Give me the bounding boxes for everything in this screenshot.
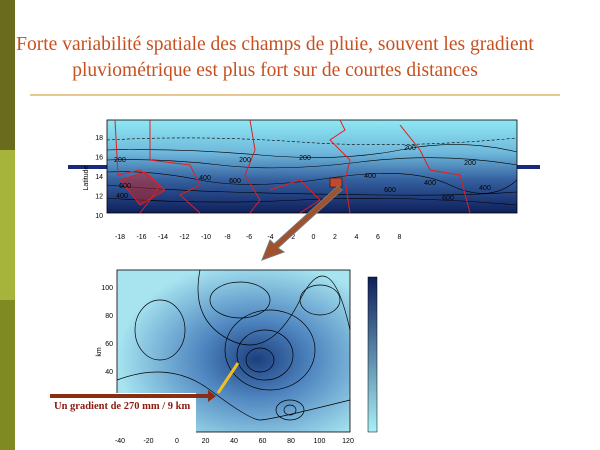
zoom-box — [329, 177, 343, 188]
contour-label: 600 — [119, 183, 131, 190]
x-tick-label: -6 — [246, 234, 252, 241]
x-tick-label: 6 — [376, 234, 380, 241]
x-tick-label: 80 — [287, 438, 295, 445]
annotation: Un gradient de 270 mm / 9 km — [54, 401, 191, 412]
x-tick-label: -40 — [115, 438, 125, 445]
y-axis-label: km — [96, 347, 103, 357]
gradient-segment — [216, 362, 240, 394]
contour-label: 200 — [404, 145, 416, 152]
zoom-arrow — [261, 185, 343, 261]
y-axis-label: Latitude — [83, 165, 90, 190]
y-tick-label: 12 — [95, 194, 103, 201]
y-tick-label: 60 — [105, 341, 113, 348]
x-tick-label: 0 — [175, 438, 179, 445]
x-tick-label: 120 — [342, 438, 354, 445]
y-tick-label: 10 — [95, 213, 103, 220]
x-tick-label: -18 — [115, 234, 125, 241]
colorbar — [367, 276, 378, 433]
x-tick-label: 40 — [230, 438, 238, 445]
slide-title: Forte variabilité spatiale des champs de… — [16, 34, 534, 81]
contour-label: 600 — [229, 178, 241, 185]
x-tick-label: -16 — [136, 234, 146, 241]
contour-label: 400 — [479, 185, 491, 192]
contour-label: 600 — [384, 187, 396, 194]
y-tick-label: 14 — [95, 174, 103, 181]
y-tick-label: 100 — [101, 285, 113, 292]
top-map: 18 16 14 12 10 -18 -16 -14 -12 -10 -8 -6 -4 -2 0 2 4 6 8 La… — [68, 119, 540, 241]
contour-label: 200 — [464, 160, 476, 167]
x-tick-label: -10 — [201, 234, 211, 241]
sidebar — [0, 300, 15, 450]
y-tick-label: 80 — [105, 313, 113, 320]
sidebar — [0, 0, 15, 150]
x-tick-label: 0 — [312, 234, 316, 241]
contour-label: 200 — [114, 157, 126, 164]
contours — [106, 137, 518, 206]
sidebar — [0, 150, 15, 300]
borders — [114, 119, 471, 214]
contour-label: 400 — [116, 193, 128, 200]
annotation-arrow — [50, 390, 216, 402]
y-tick-label: 16 — [95, 155, 103, 162]
x-tick-label: -8 — [224, 234, 230, 241]
x-tick-label: 8 — [398, 234, 402, 241]
x-tick-label: -14 — [158, 234, 168, 241]
contour-label: 200 — [239, 157, 251, 164]
x-tick-label: -4 — [267, 234, 273, 241]
annotation-box — [50, 393, 196, 433]
x-tick-label: 60 — [259, 438, 267, 445]
x-tick-label: 100 — [314, 438, 326, 445]
y-tick-label: 40 — [105, 369, 113, 376]
x-tick-label: 2 — [333, 234, 337, 241]
x-tick-label: 20 — [202, 438, 210, 445]
contour-label: 400 — [424, 180, 436, 187]
x-tick-label: -20 — [143, 438, 153, 445]
y-tick-label: 18 — [95, 135, 103, 142]
x-tick-label: 4 — [355, 234, 359, 241]
x-tick-label: -12 — [179, 234, 189, 241]
contours — [116, 269, 351, 421]
x-tick-label: -2 — [289, 234, 295, 241]
contour-label: 400 — [364, 173, 376, 180]
contour-label: 600 — [442, 195, 454, 202]
contour-label: 200 — [299, 155, 311, 162]
contour-label: 400 — [199, 175, 211, 182]
